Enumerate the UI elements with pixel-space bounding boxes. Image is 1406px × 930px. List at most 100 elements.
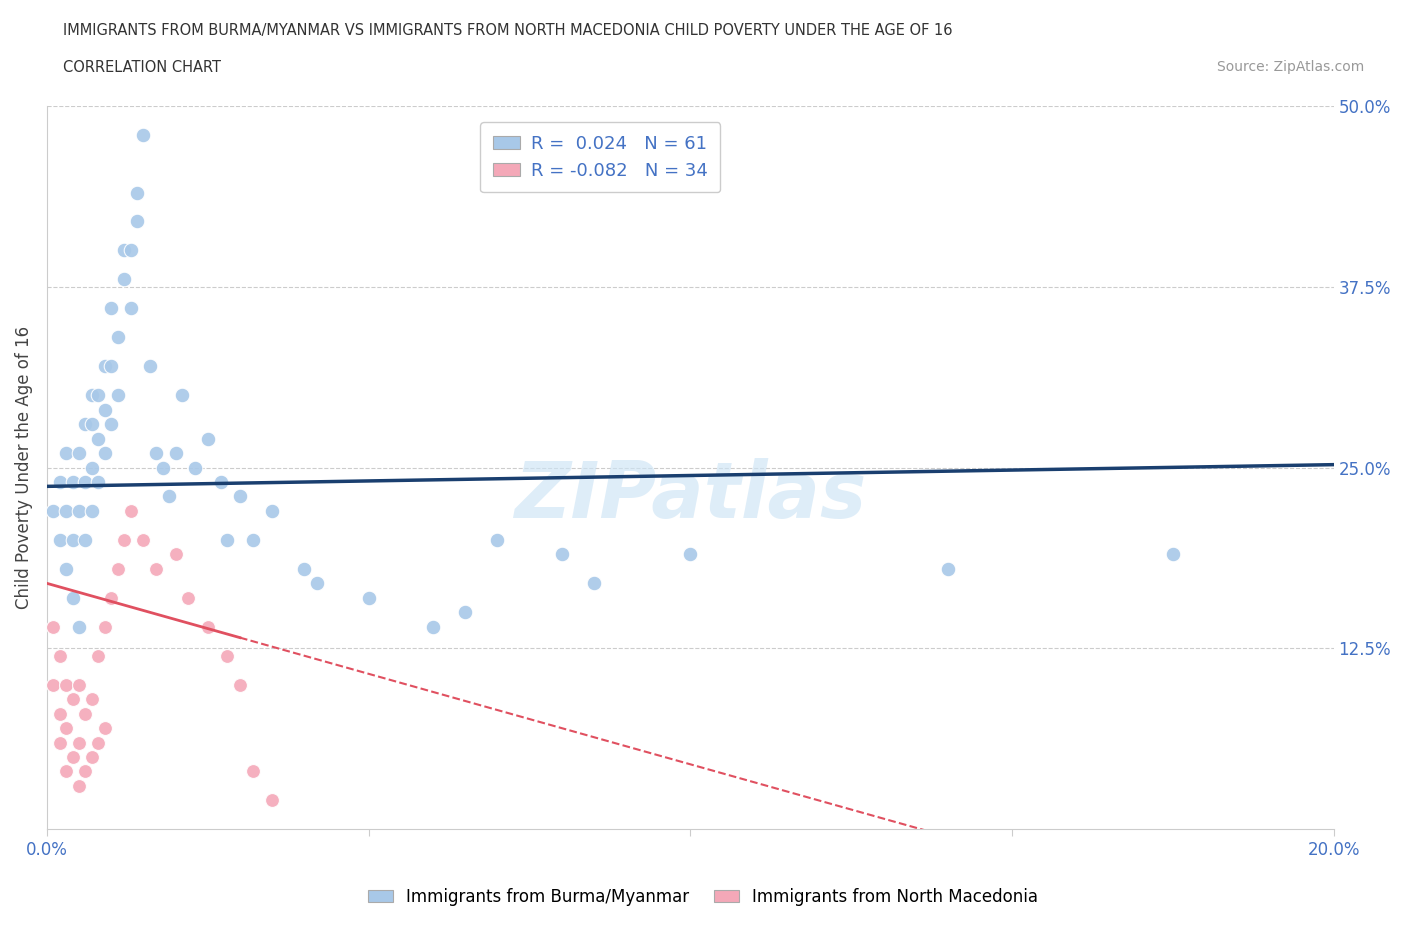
Point [80,692,103,707]
Point [145,445,167,460]
Point [139,359,162,374]
Point [260,503,283,518]
Point [75,764,97,779]
Point [1161,547,1184,562]
Point [107,562,129,577]
Point [49,533,72,548]
Legend: R =  0.024   N = 61, R = -0.082   N = 34: R = 0.024 N = 61, R = -0.082 N = 34 [479,122,720,193]
Point [55,445,77,460]
Point [87,474,110,489]
Point [260,793,283,808]
Point [87,648,110,663]
Point [170,388,193,403]
Point [454,604,477,619]
Point [125,185,148,200]
Point [936,562,959,577]
Point [132,533,155,548]
Point [94,445,117,460]
Point [67,619,90,634]
Point [49,474,72,489]
Point [75,706,97,721]
Point [55,677,77,692]
Point [145,562,167,577]
Point [55,764,77,779]
Point [49,648,72,663]
Point [486,533,509,548]
Point [100,591,122,605]
Point [42,619,65,634]
Point [75,474,97,489]
Point [80,460,103,475]
Point [80,503,103,518]
Point [165,547,187,562]
Point [75,533,97,548]
Point [42,503,65,518]
Point [120,243,142,258]
Point [100,359,122,374]
Point [550,547,572,562]
Point [242,533,264,548]
Point [62,591,84,605]
Point [87,388,110,403]
Point [100,301,122,316]
Point [55,562,77,577]
Point [87,735,110,750]
Text: CORRELATION CHART: CORRELATION CHART [63,60,221,75]
Text: IMMIGRANTS FROM BURMA/MYANMAR VS IMMIGRANTS FROM NORTH MACEDONIA CHILD POVERTY U: IMMIGRANTS FROM BURMA/MYANMAR VS IMMIGRA… [63,23,953,38]
Point [197,619,219,634]
Point [87,432,110,446]
Point [229,677,252,692]
Point [177,591,200,605]
Point [120,301,142,316]
Point [184,460,207,475]
Point [75,417,97,432]
Point [67,735,90,750]
Point [357,591,380,605]
Point [94,619,117,634]
Point [67,778,90,793]
Point [209,474,232,489]
Point [152,460,174,475]
Point [55,503,77,518]
Point [94,402,117,417]
Point [422,619,444,634]
Point [80,750,103,764]
Point [165,445,187,460]
Point [42,677,65,692]
Point [215,533,238,548]
Point [112,533,135,548]
Point [125,214,148,229]
Point [67,503,90,518]
Point [62,474,84,489]
Point [62,533,84,548]
Point [215,648,238,663]
Point [49,735,72,750]
Legend: Immigrants from Burma/Myanmar, Immigrants from North Macedonia: Immigrants from Burma/Myanmar, Immigrant… [361,881,1045,912]
Point [67,677,90,692]
Point [132,127,155,142]
Point [107,330,129,345]
Point [62,750,84,764]
Point [120,503,142,518]
Point [62,692,84,707]
Point [112,272,135,286]
Point [197,432,219,446]
Point [49,706,72,721]
Point [292,562,315,577]
Point [157,489,180,504]
Point [307,576,329,591]
Text: ZIPatlas: ZIPatlas [515,458,866,535]
Point [112,243,135,258]
Point [94,721,117,736]
Point [55,721,77,736]
Point [100,417,122,432]
Point [679,547,702,562]
Point [242,764,264,779]
Point [67,445,90,460]
Text: Source: ZipAtlas.com: Source: ZipAtlas.com [1216,60,1364,74]
Point [582,576,605,591]
Point [107,388,129,403]
Point [94,359,117,374]
Point [80,417,103,432]
Point [229,489,252,504]
